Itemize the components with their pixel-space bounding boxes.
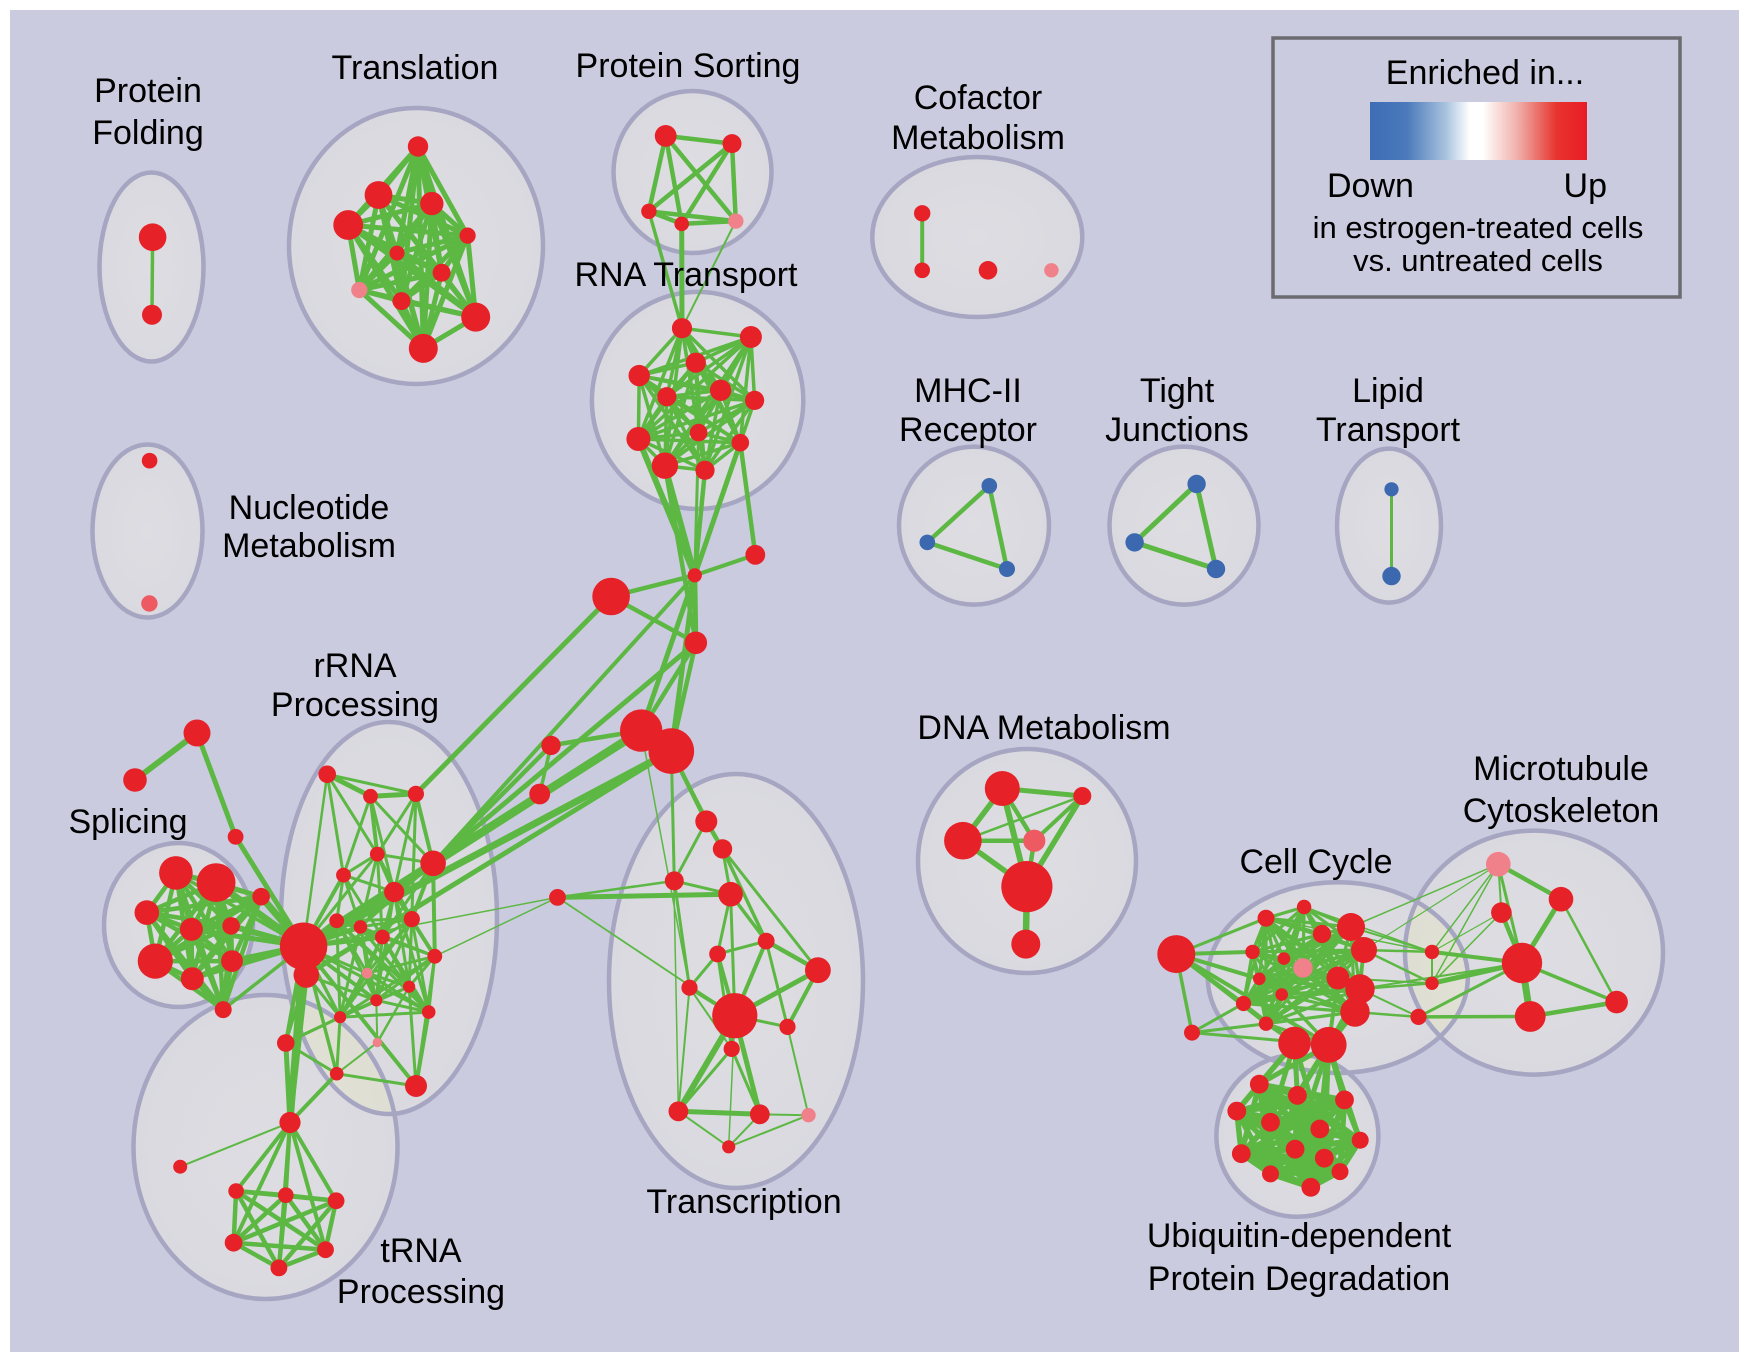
svg-text:in estrogen-treated cells: in estrogen-treated cells [1313, 210, 1644, 245]
svg-text:Transcription: Transcription [646, 1183, 841, 1221]
svg-text:vs. untreated cells: vs. untreated cells [1353, 243, 1603, 278]
svg-text:Translation: Translation [332, 49, 499, 87]
svg-text:Splicing: Splicing [68, 803, 187, 841]
svg-text:Up: Up [1564, 167, 1607, 205]
svg-text:Protein: Protein [94, 72, 202, 110]
svg-text:Enriched in...: Enriched in... [1386, 54, 1584, 92]
svg-text:Lipid: Lipid [1352, 372, 1424, 410]
svg-text:Junctions: Junctions [1105, 411, 1249, 449]
svg-text:tRNA: tRNA [380, 1232, 462, 1270]
svg-text:Receptor: Receptor [899, 411, 1037, 449]
svg-text:MHC-II: MHC-II [914, 372, 1022, 410]
svg-text:DNA Metabolism: DNA Metabolism [917, 709, 1170, 747]
svg-text:Tight: Tight [1140, 372, 1215, 410]
svg-text:Processing: Processing [337, 1273, 505, 1311]
svg-text:Protein Sorting: Protein Sorting [576, 47, 801, 85]
svg-text:RNA Transport: RNA Transport [575, 256, 799, 294]
svg-text:Microtubule: Microtubule [1473, 750, 1649, 788]
svg-text:Folding: Folding [92, 114, 204, 152]
svg-text:Protein Degradation: Protein Degradation [1148, 1260, 1450, 1298]
svg-text:Cytoskeleton: Cytoskeleton [1463, 792, 1660, 830]
svg-text:Processing: Processing [271, 686, 439, 724]
svg-text:Metabolism: Metabolism [222, 527, 396, 565]
svg-text:rRNA: rRNA [313, 647, 396, 685]
svg-text:Cofactor: Cofactor [914, 79, 1043, 117]
svg-text:Ubiquitin-dependent: Ubiquitin-dependent [1147, 1217, 1452, 1255]
svg-text:Nucleotide: Nucleotide [229, 489, 390, 527]
svg-text:Down: Down [1327, 167, 1414, 205]
svg-text:Transport: Transport [1316, 411, 1461, 449]
svg-text:Cell Cycle: Cell Cycle [1239, 843, 1392, 881]
svg-text:Metabolism: Metabolism [891, 119, 1065, 157]
